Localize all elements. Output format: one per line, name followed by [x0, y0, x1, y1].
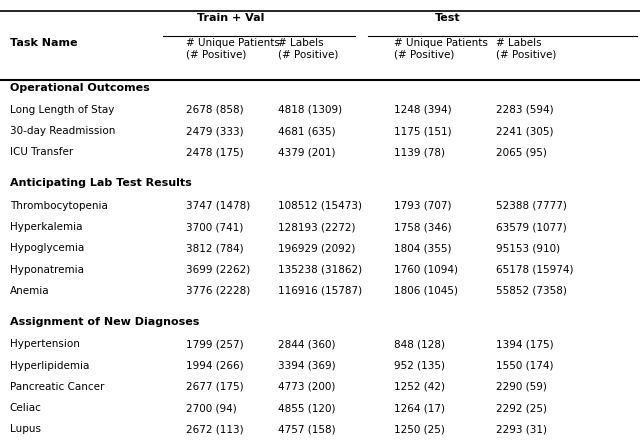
Text: 2290 (59): 2290 (59)	[496, 382, 547, 392]
Text: 2065 (95): 2065 (95)	[496, 147, 547, 158]
Text: Train + Val: Train + Val	[196, 13, 264, 24]
Text: Celiac: Celiac	[10, 403, 42, 413]
Text: 2677 (175): 2677 (175)	[186, 382, 243, 392]
Text: 135238 (31862): 135238 (31862)	[278, 265, 362, 275]
Text: 848 (128): 848 (128)	[394, 339, 445, 349]
Text: 1252 (42): 1252 (42)	[394, 382, 445, 392]
Text: Hyperlipidemia: Hyperlipidemia	[10, 361, 89, 371]
Text: Hypertension: Hypertension	[10, 339, 79, 349]
Text: 196929 (2092): 196929 (2092)	[278, 243, 356, 254]
Text: 30-day Readmission: 30-day Readmission	[10, 126, 115, 136]
Text: Assignment of New Diagnoses: Assignment of New Diagnoses	[10, 317, 199, 327]
Text: 1394 (175): 1394 (175)	[496, 339, 554, 349]
Text: 4773 (200): 4773 (200)	[278, 382, 336, 392]
Text: 1550 (174): 1550 (174)	[496, 361, 554, 371]
Text: 1264 (17): 1264 (17)	[394, 403, 445, 413]
Text: Anticipating Lab Test Results: Anticipating Lab Test Results	[10, 178, 191, 189]
Text: 1250 (25): 1250 (25)	[394, 424, 444, 435]
Text: 1793 (707): 1793 (707)	[394, 201, 451, 211]
Text: 1806 (1045): 1806 (1045)	[394, 286, 458, 296]
Text: Operational Outcomes: Operational Outcomes	[10, 83, 149, 93]
Text: Lupus: Lupus	[10, 424, 40, 435]
Text: Hyperkalemia: Hyperkalemia	[10, 222, 82, 232]
Text: 2283 (594): 2283 (594)	[496, 105, 554, 115]
Text: Task Name: Task Name	[10, 38, 77, 48]
Text: 952 (135): 952 (135)	[394, 361, 445, 371]
Text: # Unique Patients
(# Positive): # Unique Patients (# Positive)	[186, 38, 280, 60]
Text: 2478 (175): 2478 (175)	[186, 147, 243, 158]
Text: 1799 (257): 1799 (257)	[186, 339, 243, 349]
Text: Hypoglycemia: Hypoglycemia	[10, 243, 84, 254]
Text: Long Length of Stay: Long Length of Stay	[10, 105, 114, 115]
Text: # Labels
(# Positive): # Labels (# Positive)	[278, 38, 339, 60]
Text: 1758 (346): 1758 (346)	[394, 222, 451, 232]
Text: ICU Transfer: ICU Transfer	[10, 147, 73, 158]
Text: 1175 (151): 1175 (151)	[394, 126, 451, 136]
Text: 4757 (158): 4757 (158)	[278, 424, 336, 435]
Text: 3394 (369): 3394 (369)	[278, 361, 336, 371]
Text: # Labels
(# Positive): # Labels (# Positive)	[496, 38, 556, 60]
Text: 3747 (1478): 3747 (1478)	[186, 201, 250, 211]
Text: 3776 (2228): 3776 (2228)	[186, 286, 250, 296]
Text: 95153 (910): 95153 (910)	[496, 243, 560, 254]
Text: 2293 (31): 2293 (31)	[496, 424, 547, 435]
Text: Hyponatremia: Hyponatremia	[10, 265, 84, 275]
Text: Test: Test	[435, 13, 461, 24]
Text: 3699 (2262): 3699 (2262)	[186, 265, 250, 275]
Text: 52388 (7777): 52388 (7777)	[496, 201, 567, 211]
Text: 1248 (394): 1248 (394)	[394, 105, 451, 115]
Text: 1760 (1094): 1760 (1094)	[394, 265, 458, 275]
Text: 2292 (25): 2292 (25)	[496, 403, 547, 413]
Text: 1994 (266): 1994 (266)	[186, 361, 243, 371]
Text: Pancreatic Cancer: Pancreatic Cancer	[10, 382, 104, 392]
Text: 2678 (858): 2678 (858)	[186, 105, 243, 115]
Text: 2479 (333): 2479 (333)	[186, 126, 243, 136]
Text: 2700 (94): 2700 (94)	[186, 403, 236, 413]
Text: 108512 (15473): 108512 (15473)	[278, 201, 362, 211]
Text: 3812 (784): 3812 (784)	[186, 243, 243, 254]
Text: 116916 (15787): 116916 (15787)	[278, 286, 362, 296]
Text: 55852 (7358): 55852 (7358)	[496, 286, 567, 296]
Text: 65178 (15974): 65178 (15974)	[496, 265, 573, 275]
Text: 4379 (201): 4379 (201)	[278, 147, 336, 158]
Text: Anemia: Anemia	[10, 286, 49, 296]
Text: 2241 (305): 2241 (305)	[496, 126, 554, 136]
Text: 2844 (360): 2844 (360)	[278, 339, 336, 349]
Text: 3700 (741): 3700 (741)	[186, 222, 243, 232]
Text: 1139 (78): 1139 (78)	[394, 147, 445, 158]
Text: Thrombocytopenia: Thrombocytopenia	[10, 201, 108, 211]
Text: 1804 (355): 1804 (355)	[394, 243, 451, 254]
Text: # Unique Patients
(# Positive): # Unique Patients (# Positive)	[394, 38, 488, 60]
Text: 63579 (1077): 63579 (1077)	[496, 222, 567, 232]
Text: 2672 (113): 2672 (113)	[186, 424, 243, 435]
Text: 4681 (635): 4681 (635)	[278, 126, 336, 136]
Text: 4818 (1309): 4818 (1309)	[278, 105, 342, 115]
Text: 128193 (2272): 128193 (2272)	[278, 222, 356, 232]
Text: 4855 (120): 4855 (120)	[278, 403, 336, 413]
